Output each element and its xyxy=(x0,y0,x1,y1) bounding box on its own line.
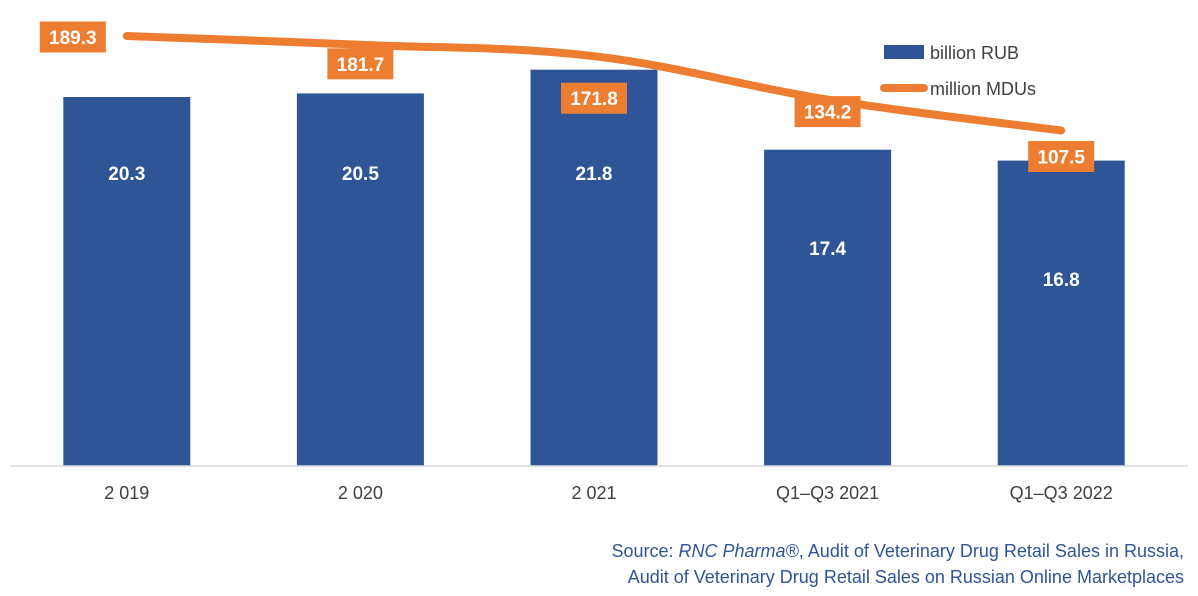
x-tick-label-5: Q1–Q3 2022 xyxy=(1010,483,1113,503)
bar-value-label-2: 20.5 xyxy=(342,164,379,185)
line-value-label-5: 107.5 xyxy=(1028,141,1095,172)
line-value-text-4: 134.2 xyxy=(804,103,852,124)
line-value-label-3: 171.8 xyxy=(561,82,627,114)
x-tick-label-2: 2 020 xyxy=(338,483,383,503)
line-series-million-mdus xyxy=(122,32,1066,135)
x-tick-label-4: Q1–Q3 2021 xyxy=(776,483,879,503)
line-value-box-5 xyxy=(1028,141,1095,172)
line-series-layer xyxy=(122,32,1066,135)
source-note: Source: RNC Pharma®, Audit of Veterinary… xyxy=(611,538,1184,590)
line-value-label-1: 189.3 xyxy=(39,21,106,53)
bar-5 xyxy=(997,160,1125,466)
line-value-box-3 xyxy=(561,82,627,114)
legend-swatch-bar xyxy=(884,45,924,59)
line-value-text-2: 181.7 xyxy=(337,55,385,76)
source-line-1-rest: , Audit of Veterinary Drug Retail Sales … xyxy=(798,541,1184,561)
x-tick-label-1: 2 019 xyxy=(104,483,149,503)
line-value-text-5: 107.5 xyxy=(1037,148,1085,169)
bar-4 xyxy=(764,149,892,466)
bar-value-label-1: 20.3 xyxy=(108,164,145,185)
bar-1 xyxy=(63,97,191,466)
line-value-box-2 xyxy=(327,48,394,80)
line-labels-layer: 189.3 181.7 171.8 134.2 107.5 xyxy=(39,21,1095,172)
bar-2 xyxy=(296,93,424,467)
legend-label-line: million MDUs xyxy=(930,79,1036,99)
x-tick-labels: 2 019 2 020 2 021 Q1–Q3 2021 Q1–Q3 2022 xyxy=(104,483,1112,503)
line-value-label-2: 181.7 xyxy=(327,48,394,80)
source-brand: RNC Pharma® xyxy=(678,541,799,561)
x-tick-label-3: 2 021 xyxy=(571,483,616,503)
line-value-box-1 xyxy=(39,21,106,53)
line-value-text-1: 189.3 xyxy=(49,28,97,49)
bar-labels-layer: 20.3 20.5 21.8 17.4 16.8 xyxy=(108,164,1079,291)
line-value-box-4 xyxy=(794,96,861,128)
bars-layer xyxy=(63,69,1125,467)
legend: billion RUB million MDUs xyxy=(880,43,1036,99)
source-line-2: Audit of Veterinary Drug Retail Sales on… xyxy=(627,567,1184,587)
bar-3 xyxy=(530,69,658,466)
source-prefix: Source: xyxy=(611,541,679,561)
line-value-label-4: 134.2 xyxy=(794,96,861,128)
bar-value-label-5: 16.8 xyxy=(1043,270,1080,291)
source-line-1: Source: RNC Pharma®, Audit of Veterinary… xyxy=(611,538,1184,564)
bar-value-label-4: 17.4 xyxy=(809,239,846,260)
bar-value-label-3: 21.8 xyxy=(576,164,613,185)
line-value-text-3: 171.8 xyxy=(570,89,618,110)
legend-label-bar: billion RUB xyxy=(930,43,1019,63)
